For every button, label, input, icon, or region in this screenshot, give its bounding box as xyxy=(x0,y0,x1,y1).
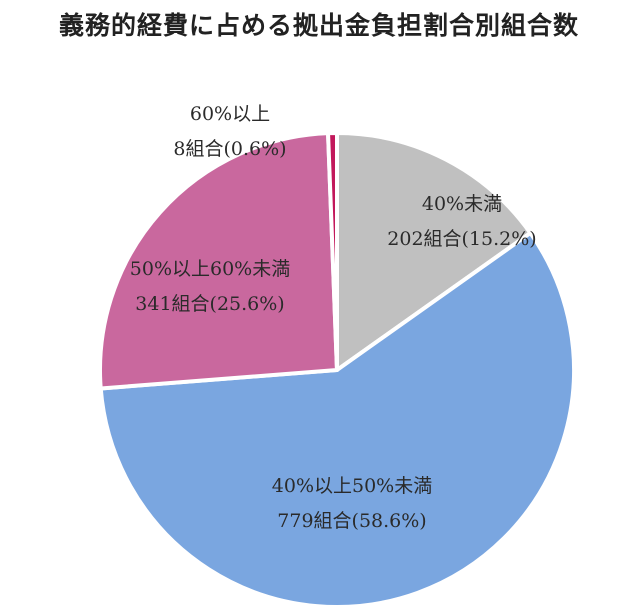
pie-slice xyxy=(326,130,339,372)
pie-slices xyxy=(98,130,576,609)
pie-slice xyxy=(335,131,533,372)
slice-label: 40%以上50%未満 xyxy=(272,475,432,497)
slice-count-label: 202組合(15.2%) xyxy=(387,228,536,250)
chart-title: 義務的経費に占める拠出金負担割合別組合数 xyxy=(58,11,579,40)
pie-slice xyxy=(98,131,339,391)
pie-slice xyxy=(98,230,576,609)
slice-label: 60%以上 xyxy=(190,103,270,125)
slice-count-label: 341組合(25.6%) xyxy=(135,293,284,315)
slice-label: 50%以上60%未満 xyxy=(130,258,290,280)
slice-label: 40%未満 xyxy=(422,193,502,215)
pie-labels: 40%未満 202組合(15.2%) 40%以上50%未満 779組合(58.6%) 5… xyxy=(130,103,537,532)
slice-count-label: 779組合(58.6%) xyxy=(277,510,426,532)
slice-count-label: 8組合(0.6%) xyxy=(173,138,286,160)
